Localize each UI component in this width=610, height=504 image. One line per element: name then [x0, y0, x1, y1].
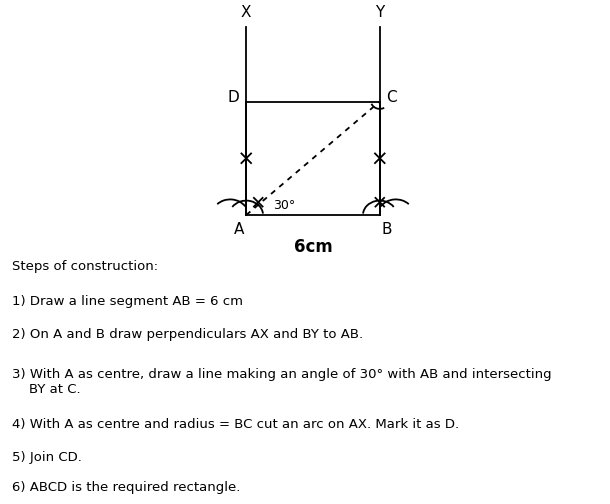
Text: C: C [387, 90, 397, 105]
Text: X: X [241, 5, 251, 20]
Text: Y: Y [375, 5, 384, 20]
Text: 4) With A as centre and radius = BC cut an arc on AX. Mark it as D.: 4) With A as centre and radius = BC cut … [12, 418, 459, 431]
Text: D: D [228, 90, 240, 105]
Text: B: B [381, 222, 392, 237]
Text: 1) Draw a line segment AB = 6 cm: 1) Draw a line segment AB = 6 cm [12, 295, 243, 308]
Text: A: A [234, 222, 245, 237]
Text: 3) With A as centre, draw a line making an angle of 30° with AB and intersecting: 3) With A as centre, draw a line making … [12, 368, 552, 396]
Text: 6cm: 6cm [293, 238, 332, 256]
Text: 30°: 30° [273, 199, 295, 212]
Text: 2) On A and B draw perpendiculars AX and BY to AB.: 2) On A and B draw perpendiculars AX and… [12, 328, 364, 341]
Text: Steps of construction:: Steps of construction: [12, 260, 159, 273]
Text: 5) Join CD.: 5) Join CD. [12, 451, 82, 464]
Text: 6) ABCD is the required rectangle.: 6) ABCD is the required rectangle. [12, 481, 240, 494]
